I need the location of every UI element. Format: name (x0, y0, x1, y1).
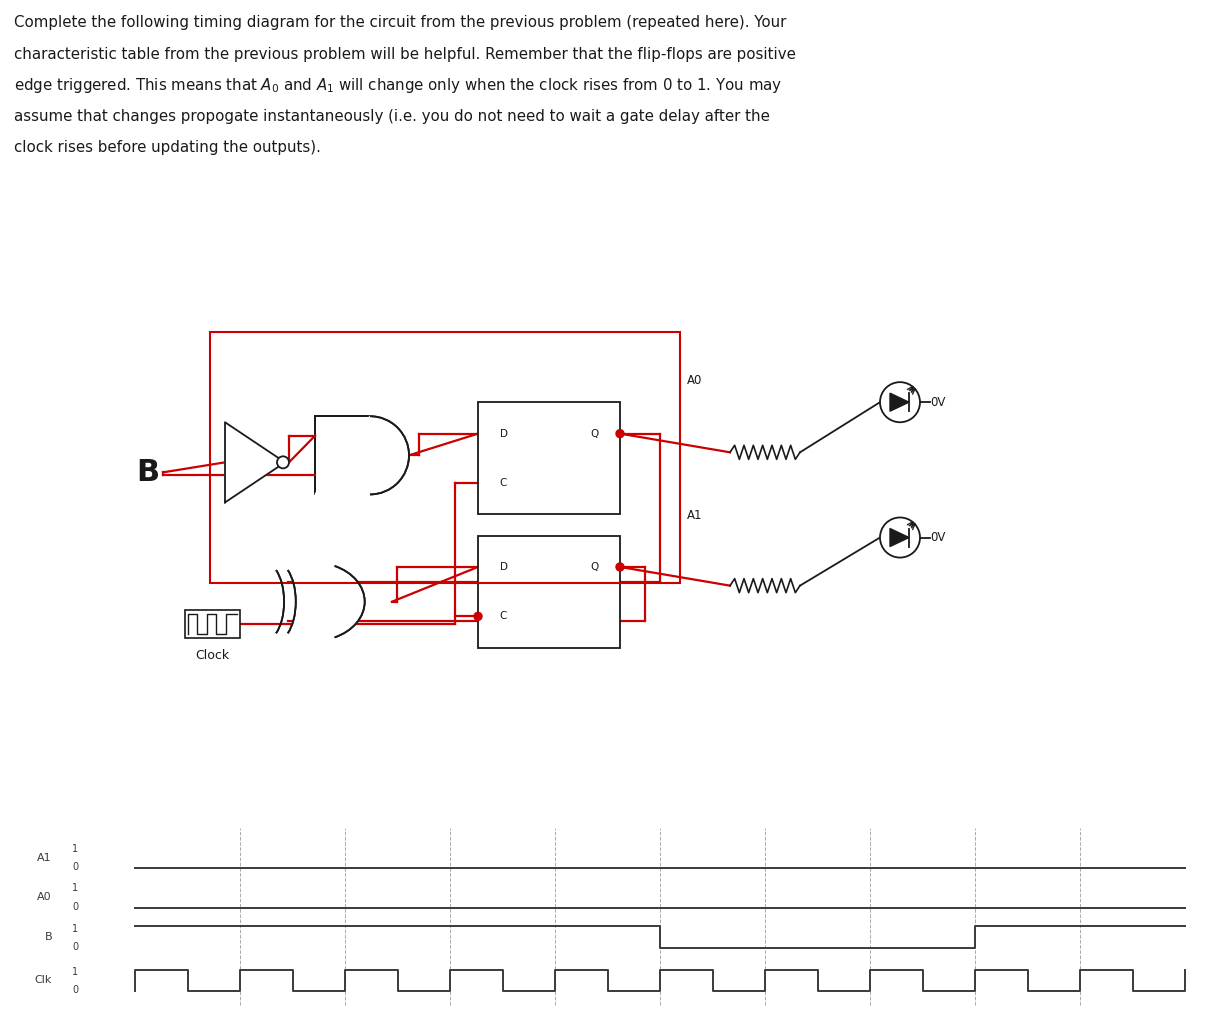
Circle shape (879, 382, 920, 422)
Text: edge triggered. This means that $A_0$ and $A_1$ will change only when the clock : edge triggered. This means that $A_0$ an… (14, 76, 783, 95)
Text: A0: A0 (37, 892, 52, 902)
Polygon shape (315, 416, 410, 495)
Bar (185, 610, 240, 637)
Circle shape (879, 517, 920, 558)
Text: A0: A0 (687, 374, 703, 387)
Polygon shape (890, 528, 908, 546)
Text: 0V: 0V (930, 531, 946, 544)
Text: C: C (500, 478, 507, 488)
Text: 1: 1 (72, 967, 79, 977)
Circle shape (616, 429, 625, 437)
Text: 0V: 0V (930, 396, 946, 409)
Text: 0: 0 (72, 985, 79, 995)
Polygon shape (283, 565, 365, 638)
Bar (478, 535, 620, 647)
Text: Clock: Clock (194, 649, 230, 663)
Text: A1: A1 (37, 852, 52, 863)
Text: 1: 1 (72, 884, 79, 893)
Circle shape (474, 612, 482, 620)
Text: Complete the following timing diagram for the circuit from the previous problem : Complete the following timing diagram fo… (14, 15, 786, 30)
Circle shape (616, 563, 625, 571)
Text: clock rises before updating the outputs).: clock rises before updating the outputs)… (14, 140, 321, 156)
Text: D: D (500, 562, 507, 572)
Text: C: C (500, 611, 507, 621)
Text: 1: 1 (72, 844, 79, 853)
Bar (210, 332, 680, 583)
Text: Q: Q (591, 428, 599, 438)
Polygon shape (890, 393, 908, 411)
Polygon shape (225, 422, 285, 502)
Text: 0: 0 (72, 942, 79, 952)
Text: Clk: Clk (35, 976, 52, 986)
Text: B: B (137, 458, 159, 487)
Text: D: D (500, 428, 507, 438)
Text: 1: 1 (72, 923, 79, 933)
Text: 0: 0 (72, 863, 79, 873)
Text: Q: Q (591, 562, 599, 572)
Text: 0: 0 (72, 902, 79, 912)
Text: A1: A1 (687, 509, 703, 522)
Circle shape (277, 457, 289, 469)
Text: assume that changes propogate instantaneously (i.e. you do not need to wait a ga: assume that changes propogate instantane… (14, 109, 771, 124)
Text: B: B (45, 932, 52, 942)
Bar (478, 402, 620, 514)
Text: characteristic table from the previous problem will be helpful. Remember that th: characteristic table from the previous p… (14, 46, 796, 62)
